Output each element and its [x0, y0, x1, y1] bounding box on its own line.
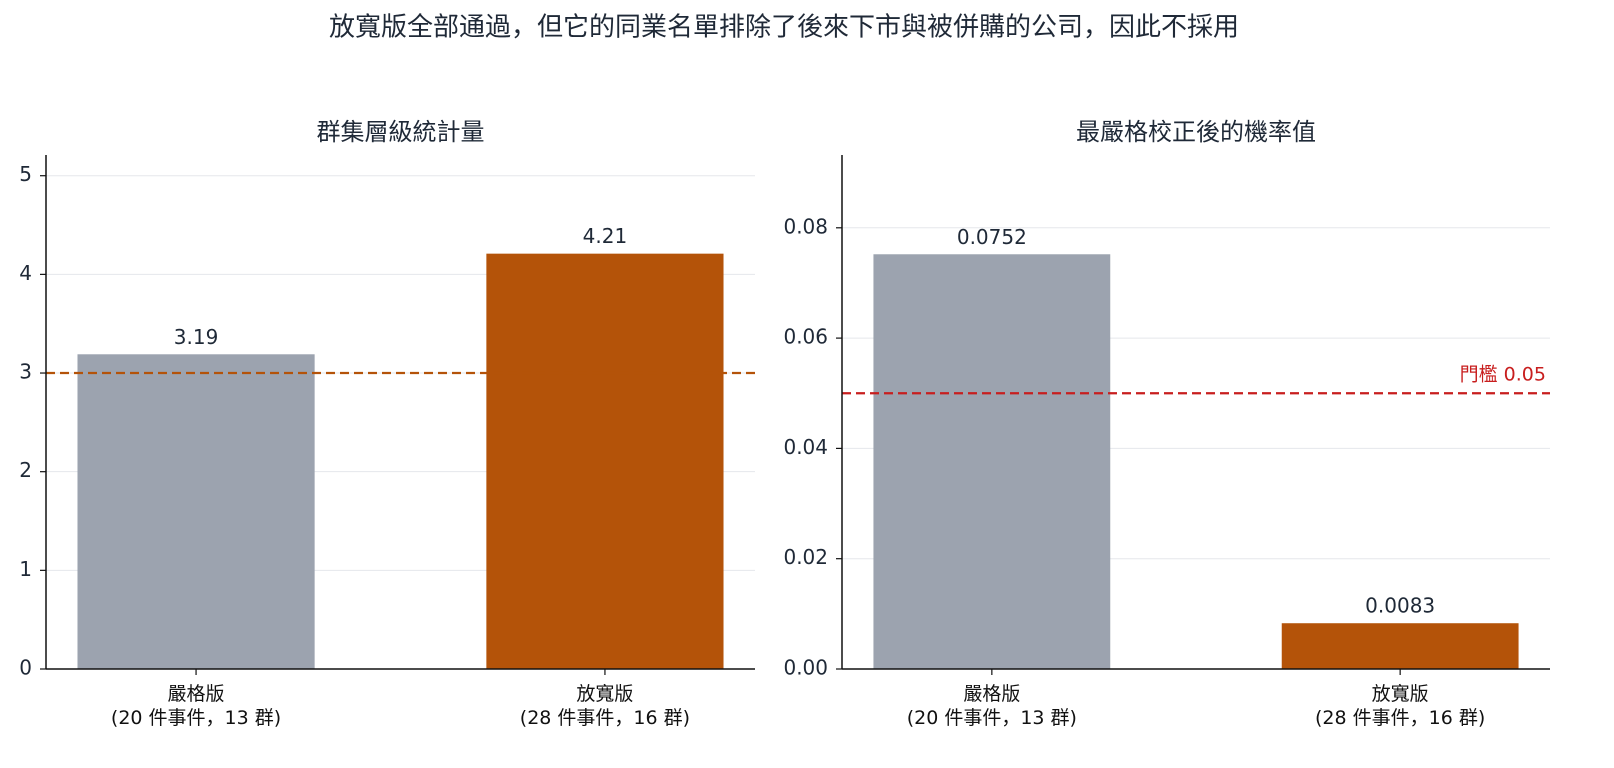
- y-tick-label: 0.08: [783, 214, 828, 238]
- y-tick-label: 4: [19, 261, 32, 285]
- panel-title: 群集層級統計量: [317, 118, 485, 146]
- reference-label: 門檻 0.05: [1460, 364, 1546, 386]
- x-tick-label: 放寬版 (28 件事件，16 群): [1315, 683, 1486, 729]
- y-tick-label: 2: [19, 458, 32, 482]
- x-tick-label: 放寬版 (28 件事件，16 群): [519, 683, 691, 729]
- value-label: 4.21: [583, 224, 628, 248]
- y-tick-label: 0.02: [783, 545, 828, 569]
- y-tick-label: 5: [19, 162, 32, 186]
- value-label: 0.0752: [957, 225, 1027, 249]
- y-tick-label: 0.06: [783, 325, 828, 349]
- bar: [77, 354, 315, 669]
- panel-title: 最嚴格校正後的機率值: [1076, 118, 1316, 146]
- y-tick-label: 0: [19, 656, 32, 680]
- x-tick-label: 嚴格版 (20 件事件，13 群): [110, 683, 282, 729]
- figure-title: 放寬版全部通過，但它的同業名單排除了後來下市與被併購的公司，因此不採用: [329, 13, 1239, 43]
- bar: [873, 254, 1111, 669]
- value-label: 0.0083: [1365, 594, 1435, 618]
- bar: [486, 253, 724, 669]
- y-tick-label: 0.00: [783, 656, 828, 680]
- y-tick-label: 1: [19, 557, 32, 581]
- y-tick-label: 0.04: [783, 435, 828, 459]
- y-tick-label: 3: [19, 360, 32, 384]
- value-label: 3.19: [174, 325, 219, 349]
- bar: [1281, 623, 1519, 669]
- x-tick-label: 嚴格版 (20 件事件，13 群): [906, 683, 1077, 729]
